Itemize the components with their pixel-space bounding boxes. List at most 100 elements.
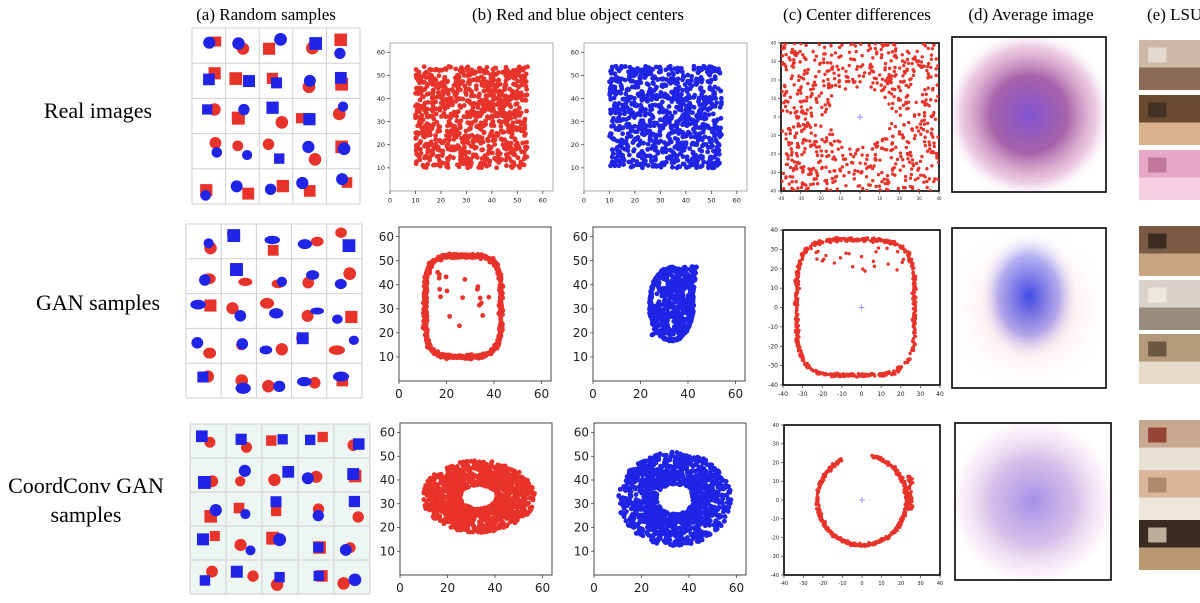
scatter-point [932,144,936,149]
scatter-point [910,185,915,189]
scatter-point [425,264,431,270]
scatter-point [420,117,426,123]
scatter-point [514,101,520,107]
scatter-point [832,261,837,265]
scatter-point [807,172,811,177]
scatter-point [509,131,515,137]
scatter-point [693,121,698,126]
sample-object [206,565,218,578]
scatter-point [487,90,493,95]
scatter-point [906,85,911,89]
scatter-point [450,254,456,260]
scatter-point [814,150,819,154]
scatter-point [781,129,784,133]
scatter-point [820,113,824,117]
sample-object [203,238,214,249]
scatter-point [498,330,504,335]
scatter-point [637,76,643,82]
scatter-point [658,90,664,95]
scatter-point [844,79,849,84]
scatter-point [717,160,722,166]
scatter-point [694,264,699,270]
scatter-point [925,179,929,184]
scatter-point [839,237,843,241]
scatter-point [929,75,933,79]
scatter-point [818,371,822,376]
scatter-point [920,55,924,59]
scatter-point [789,153,794,157]
scatter-point [889,92,894,96]
scatter-point [490,114,496,120]
scatter-point [821,79,826,83]
scatter-point [900,133,904,137]
scatter-point [702,134,708,140]
scatter-point [836,67,841,72]
sample-object [310,236,324,247]
scatter-point [636,80,642,86]
scatter-point [497,312,503,318]
scatter-point [822,257,826,261]
scatter-point [895,250,900,254]
scatter-point [670,164,675,170]
sample-object [352,511,364,523]
scatter-point [445,123,450,129]
scatter-point [855,67,859,71]
scatter-point [907,160,912,164]
scatter-point [649,93,655,99]
scatter-point [507,74,513,80]
scatter-point [799,105,804,109]
sample-object [276,179,289,193]
scatter-point [665,133,671,139]
sample-object [275,343,288,356]
scatter-point [663,302,669,308]
scatter-point [672,109,678,115]
scatter-point [478,120,484,126]
scatter-point [610,151,616,156]
column-header-lsun: (e) LSUN [1147,5,1200,24]
scatter-point [873,46,878,51]
sample-object [203,73,215,86]
scatter-point [430,122,436,128]
scatter-point [929,53,934,57]
scatter-point [516,125,522,131]
scatter-point [857,74,861,78]
scatter-point [422,290,428,296]
y-tick-label: 30 [377,118,385,126]
scatter-point [685,72,691,78]
scatter-point [498,288,503,294]
scatter-point [841,66,845,71]
scatter-point [432,67,438,73]
scatter-point [691,63,697,69]
x-tick-label: 50 [513,197,521,205]
scatter-point [927,61,931,66]
scatter-point [657,132,663,138]
sample-object [348,573,362,587]
scatter-point [892,94,896,99]
scatter-point [682,97,688,102]
scatter-point [912,136,917,141]
scatter-point [913,315,917,319]
scatter-point [829,128,833,132]
scatter-point [794,53,798,58]
scatter-point [663,83,669,88]
scatter-point [896,96,901,101]
scatter-point [788,58,792,62]
scatter-point [867,71,872,76]
scatter-point [829,53,834,57]
scatter-point [679,148,685,154]
scatter-point [873,43,878,46]
scatter-point [470,120,475,126]
scatter-point [499,306,505,312]
scatter-point [430,348,435,354]
scatter-point [801,122,806,127]
scatter-point [808,125,813,129]
scatter-point [422,87,428,92]
scatter-point [842,174,846,178]
scatter-point [896,186,901,191]
sample-object [234,309,247,322]
scatter-point [892,69,896,74]
scatter-point [802,164,806,169]
scatter-point [691,272,697,278]
y-tick-label: 30 [770,246,778,253]
scatter-point [840,145,844,150]
